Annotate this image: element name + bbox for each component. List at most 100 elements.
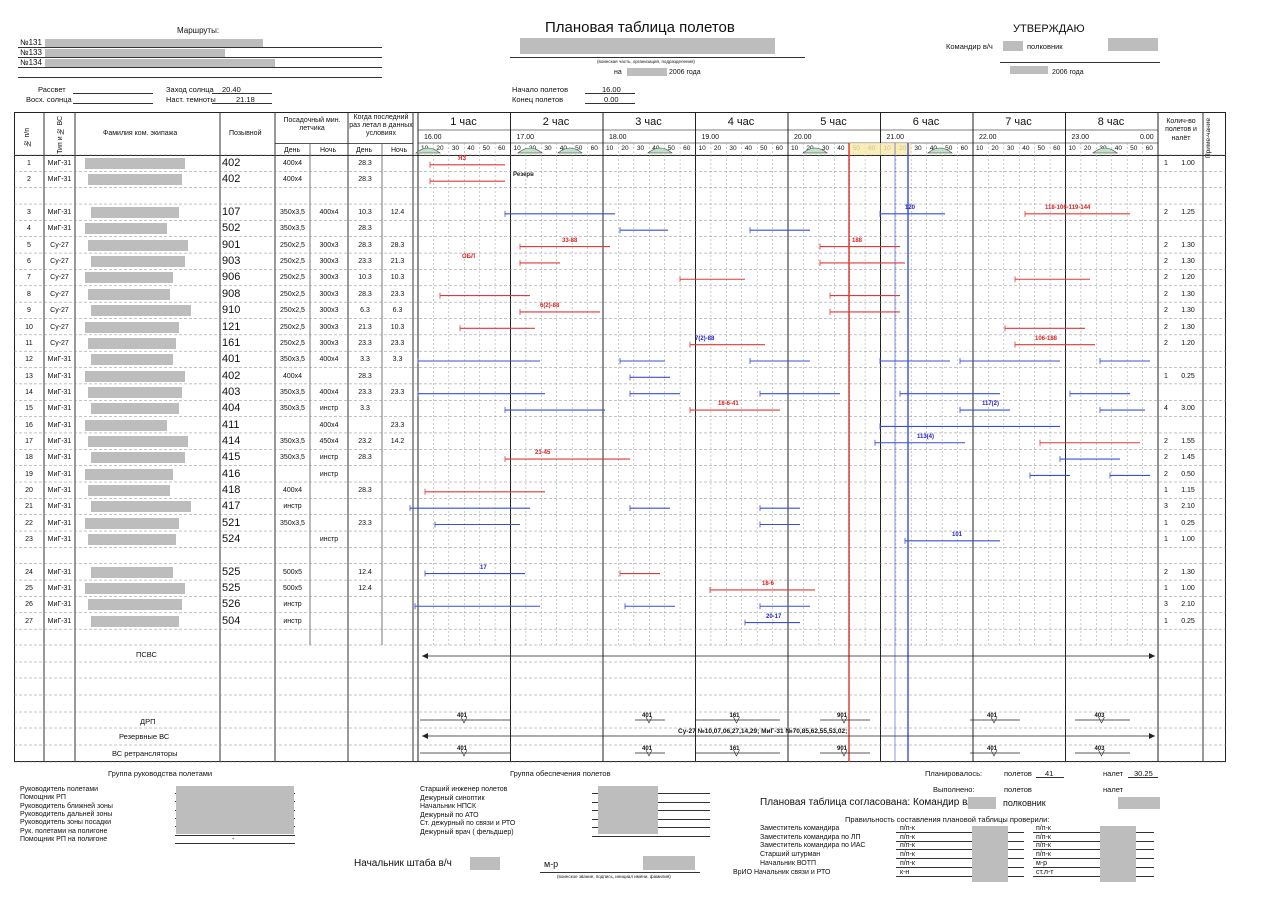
min-day: 350x3,5 — [280, 405, 305, 413]
callsign: 414 — [222, 434, 241, 447]
rp-role: Помощник РП — [20, 794, 66, 802]
minute-tick: 10 — [976, 145, 984, 152]
minute-tick: 50 — [1037, 145, 1045, 152]
min-day: 400x4 — [282, 176, 303, 184]
minute-tick: 60 — [1053, 145, 1061, 152]
flights-count: 2 — [1164, 568, 1168, 576]
hour-time: 21.00 — [886, 134, 905, 141]
flights-count: 2 — [1164, 241, 1168, 249]
relay-marker: 401 — [457, 746, 468, 752]
flights-count: 1 — [1164, 519, 1168, 527]
min-night: 300x3 — [319, 274, 339, 282]
redacted-name — [91, 354, 173, 366]
reserve-label: Резервные ВС — [119, 732, 170, 741]
min-night: 300x3 — [319, 339, 339, 347]
min-day: инстр — [283, 617, 302, 625]
minute-tick: 60 — [1145, 145, 1153, 152]
reserve-aircraft: Су-27 №10,07,06,27,14,29; МиГ-31 №70,85,… — [678, 728, 848, 735]
redacted-name — [85, 370, 185, 382]
aircraft-type: МиГ-31 — [47, 487, 72, 494]
group-mid-title: Группа обеспечения полетов — [510, 769, 611, 778]
support-role: Дежурный синоптик — [420, 794, 485, 802]
aircraft-type: МиГ-31 — [47, 568, 72, 576]
minute-tick: 60 — [775, 145, 783, 152]
aircraft-type: МиГ-31 — [47, 388, 72, 396]
minute-tick: 20 — [806, 145, 814, 152]
redacted-name — [91, 403, 179, 415]
redacted-name — [91, 615, 179, 627]
hour-label: 2 час — [542, 116, 570, 128]
min-night: инстр — [319, 470, 339, 478]
flight-hours: 1.55 — [1181, 437, 1195, 445]
minute-tick: 10 — [698, 145, 706, 152]
minute-tick: 30 — [914, 145, 922, 152]
sunrise-label: Рассвет — [38, 85, 66, 94]
flight-task-label: 188 — [852, 237, 863, 244]
hour-time: 17.00 — [516, 134, 535, 141]
aircraft-type: МиГ-31 — [47, 356, 72, 364]
row-number: 25 — [25, 585, 33, 593]
col-callsign-header: Позывной — [229, 130, 262, 137]
last-night: 10.3 — [390, 274, 405, 282]
hour-label: 5 час — [820, 116, 847, 128]
flight-hours: 1.30 — [1181, 568, 1195, 576]
aircraft-type: МиГ-31 — [47, 503, 72, 511]
support-role: Дежурный по АТО — [420, 811, 479, 819]
min-day: 500x5 — [282, 568, 303, 576]
flights-count: 2 — [1164, 454, 1168, 462]
minute-tick: 40 — [744, 145, 752, 152]
callsign: 504 — [222, 614, 241, 627]
redacted-name — [85, 272, 173, 284]
aircraft-type: Су-27 — [50, 290, 69, 298]
callsign: 161 — [222, 336, 241, 349]
redacted-name — [91, 501, 191, 513]
minute-tick: 10 — [513, 145, 521, 152]
hour-label: 4 час — [727, 116, 755, 128]
relay-marker: 161 — [729, 713, 740, 719]
flight-hours: 3.00 — [1181, 405, 1195, 413]
callsign: 418 — [222, 484, 241, 496]
callsign: 525 — [222, 565, 241, 578]
last-day: 23.3 — [358, 519, 372, 527]
minute-tick: 30 — [544, 145, 552, 152]
row-number: 14 — [25, 388, 33, 396]
minute-tick: 40 — [467, 145, 475, 152]
flight-task-label: 20-17 — [766, 613, 782, 620]
hour-time: 20.00 — [794, 134, 812, 141]
last-day: 23.3 — [358, 339, 372, 347]
row-number: 19 — [25, 470, 33, 478]
checker-rank-2: ст.л-т — [1036, 868, 1054, 876]
col-count-header: Колич-во полетов и налёт — [1165, 118, 1197, 142]
aircraft-type: МиГ-31 — [47, 225, 72, 233]
min-day: 250x2,5 — [280, 241, 305, 249]
row-number: 2 — [27, 176, 31, 184]
route-1: №131 — [20, 38, 42, 47]
last-day: 28.3 — [358, 290, 372, 298]
min-day: 350x3,5 — [280, 519, 305, 527]
minute-tick: 50 — [945, 145, 953, 152]
row-number: 6 — [27, 258, 31, 266]
subtitle: (воинская часть, организация, подразделе… — [597, 59, 695, 64]
flights-count: 1 — [1164, 372, 1168, 380]
rp-role: Руководитель полетами — [20, 786, 99, 793]
aircraft-type: МиГ-31 — [47, 519, 72, 527]
chief-rank: м-р — [544, 859, 559, 869]
last-day: 28.3 — [358, 225, 372, 233]
redacted-name — [88, 239, 188, 251]
flight-hours: 0.25 — [1181, 519, 1195, 527]
callsign: 502 — [222, 222, 241, 235]
row-number: 13 — [25, 372, 33, 380]
minute-tick: 20 — [1083, 145, 1092, 152]
checker-rank: п/п-к — [900, 842, 915, 850]
support-role: Начальник НПСК — [420, 803, 477, 811]
min-day: 350x3,5 — [280, 209, 305, 217]
sunup-label: Восх. солнца — [26, 95, 72, 104]
last-day: 10.3 — [358, 274, 372, 282]
min-day: 350x3,5 — [280, 388, 305, 396]
min-day: 250x2,5 — [280, 339, 305, 347]
row-number: 3 — [27, 209, 31, 217]
flight-task-label: 18-6-41 — [718, 401, 739, 408]
last-day: 12.4 — [358, 585, 372, 593]
flight-hours: 2.10 — [1181, 601, 1195, 609]
redacted-name — [91, 452, 185, 464]
